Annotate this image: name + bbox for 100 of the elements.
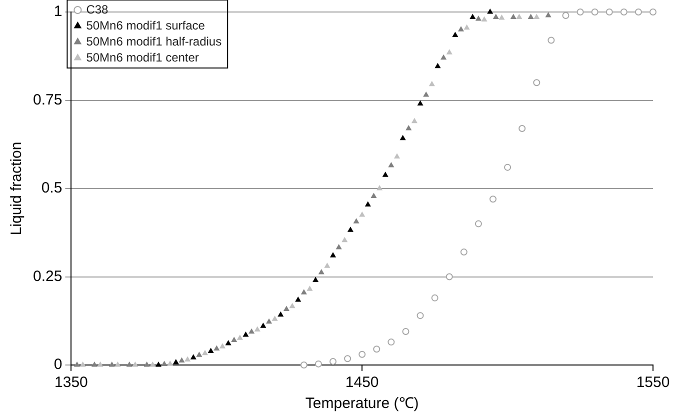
point — [528, 14, 534, 20]
point — [330, 358, 337, 365]
point — [431, 294, 438, 302]
point — [406, 125, 412, 130]
point — [342, 237, 348, 242]
x-tick-label: 1450 — [345, 374, 379, 392]
point — [493, 14, 499, 20]
point — [365, 202, 371, 206]
point — [534, 14, 540, 20]
point — [132, 362, 138, 367]
point — [248, 328, 254, 334]
point — [562, 12, 570, 20]
point — [591, 8, 598, 16]
point — [162, 361, 167, 366]
point — [464, 24, 470, 30]
point — [92, 362, 98, 367]
point — [359, 212, 365, 217]
y-axis-title: Liquid fraction — [8, 142, 26, 236]
point — [482, 16, 487, 22]
point — [388, 338, 395, 346]
point — [474, 220, 482, 228]
point — [423, 92, 429, 97]
point — [237, 335, 243, 340]
point — [190, 354, 196, 360]
point — [446, 50, 452, 54]
y-tick-label: 1 — [54, 3, 62, 20]
point — [324, 263, 330, 268]
point — [266, 318, 272, 324]
point — [295, 297, 301, 302]
point — [416, 312, 424, 320]
point — [620, 8, 628, 16]
point — [284, 306, 290, 311]
point — [98, 362, 103, 367]
x-tick-label: 1550 — [636, 374, 670, 392]
point — [156, 362, 162, 367]
point — [348, 227, 354, 232]
point — [452, 32, 458, 38]
y-tick-label: 0.5 — [41, 180, 62, 197]
point — [115, 362, 120, 367]
point — [231, 337, 237, 342]
point — [184, 356, 190, 362]
point — [173, 360, 179, 364]
point — [504, 164, 512, 171]
legend-label: C38 — [86, 2, 109, 16]
point — [80, 362, 86, 367]
point — [144, 362, 150, 367]
point — [220, 344, 226, 348]
point — [74, 362, 80, 367]
y-tick-label: 0 — [54, 356, 62, 374]
point — [518, 124, 526, 132]
point — [214, 346, 220, 351]
point — [167, 360, 173, 366]
legend-label: 50Mn6 modif1 surface — [86, 18, 206, 32]
point — [196, 352, 202, 357]
point — [226, 340, 231, 346]
point — [307, 286, 312, 291]
point — [576, 8, 584, 16]
point — [371, 193, 376, 198]
point — [278, 312, 284, 317]
point — [314, 360, 322, 368]
point — [336, 244, 342, 250]
point — [418, 100, 423, 106]
point — [440, 54, 446, 60]
point — [400, 135, 406, 140]
point — [634, 8, 642, 16]
point — [402, 328, 410, 335]
point — [150, 362, 156, 367]
point — [179, 358, 184, 363]
point — [376, 186, 382, 190]
y-tick-label: 0.25 — [32, 268, 62, 285]
point — [208, 348, 214, 353]
point — [344, 355, 352, 362]
y-tick-label: 0.75 — [32, 91, 62, 108]
point — [243, 332, 248, 337]
point — [300, 362, 308, 368]
point — [470, 14, 476, 20]
point — [606, 8, 613, 16]
point — [301, 290, 307, 294]
point — [354, 218, 359, 224]
point — [388, 162, 394, 168]
point — [476, 16, 482, 21]
point — [458, 26, 464, 32]
point — [650, 8, 656, 16]
legend-label: 50Mn6 modif1 half-radius — [86, 34, 222, 48]
point — [126, 362, 132, 367]
point — [546, 12, 551, 18]
point — [330, 252, 336, 258]
point — [446, 273, 453, 280]
point — [254, 326, 260, 332]
point — [318, 270, 324, 274]
point — [312, 277, 318, 282]
point — [272, 316, 278, 321]
point — [373, 346, 380, 353]
point — [290, 303, 295, 308]
point — [548, 36, 555, 44]
point — [394, 154, 400, 158]
x-tick-label: 1350 — [54, 374, 88, 392]
point — [435, 63, 440, 68]
point — [109, 362, 115, 367]
point — [487, 9, 493, 14]
